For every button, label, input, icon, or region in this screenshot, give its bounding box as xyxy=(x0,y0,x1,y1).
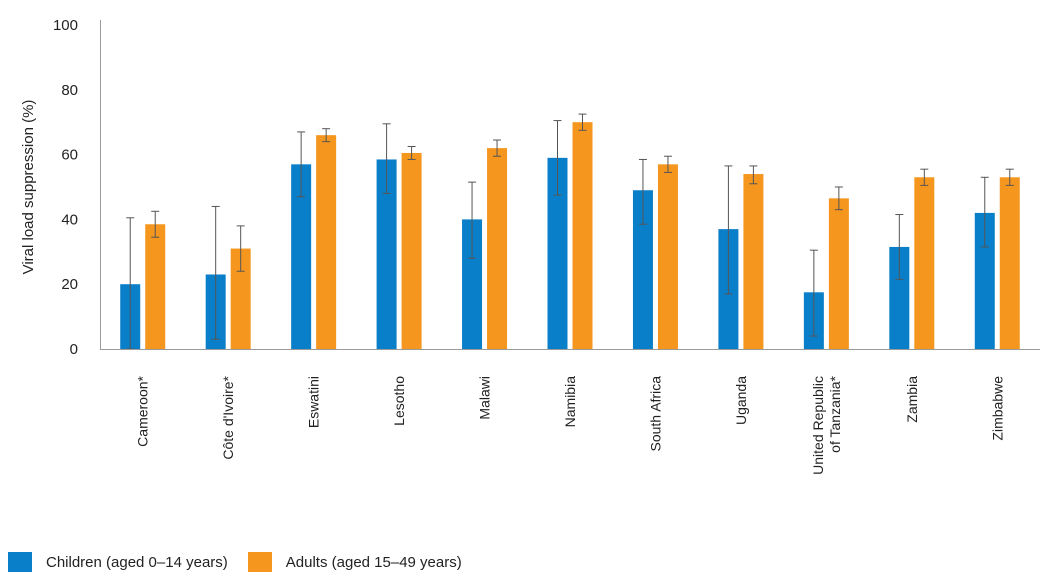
bar xyxy=(487,148,508,349)
y-axis-ticks: 0 20 40 60 80 100 xyxy=(53,17,78,358)
bar xyxy=(974,212,995,349)
bars xyxy=(120,122,1020,349)
bar xyxy=(889,246,910,349)
bar xyxy=(657,164,678,349)
category-label: Zimbabwe xyxy=(989,376,1005,441)
legend-label-adults: Adults (aged 15–49 years) xyxy=(285,553,462,571)
y-axis-title: Viral load suppression (%) xyxy=(20,100,37,275)
bar xyxy=(230,248,251,349)
category-label: United Republic xyxy=(810,376,826,475)
y-tick-label: 80 xyxy=(61,82,78,99)
category-label: Namibia xyxy=(562,376,578,428)
category-label: Lesotho xyxy=(391,376,407,426)
bar xyxy=(828,198,849,349)
bar xyxy=(914,177,935,349)
y-tick-label: 100 xyxy=(53,17,78,34)
bar xyxy=(316,135,337,349)
legend-item-children: Children (aged 0–14 years) xyxy=(8,552,228,572)
category-label: Eswatini xyxy=(306,376,322,428)
legend-item-adults: Adults (aged 15–49 years) xyxy=(247,552,462,572)
legend-swatch-children xyxy=(8,552,32,572)
y-tick-label: 60 xyxy=(61,147,78,164)
category-label: Zambia xyxy=(904,376,920,423)
y-tick-label: 40 xyxy=(61,211,78,228)
category-label: Cameroon* xyxy=(135,375,151,446)
legend-label-children: Children (aged 0–14 years) xyxy=(46,553,228,571)
legend-swatch-adults xyxy=(247,552,272,572)
x-axis-labels: Cameroon* Côte d'Ivoire* Eswatini Lesotho Ma… xyxy=(135,375,1006,474)
category-label: Uganda xyxy=(733,376,749,425)
bar xyxy=(743,174,764,349)
legend: Children (aged 0–14 years) Adults (aged … xyxy=(8,552,482,572)
bar xyxy=(547,157,568,349)
y-tick-label: 20 xyxy=(61,276,78,293)
error-bars xyxy=(126,113,1014,350)
category-label: Malawi xyxy=(477,376,493,420)
bar xyxy=(376,159,397,349)
bar xyxy=(572,122,593,349)
bar xyxy=(291,164,312,349)
bar xyxy=(462,219,483,349)
bar xyxy=(999,177,1020,349)
category-label: Côte d'Ivoire* xyxy=(220,375,236,459)
bar xyxy=(145,224,166,349)
bar xyxy=(401,152,422,349)
category-label: of Tanzania* xyxy=(827,375,843,452)
bar xyxy=(632,190,653,349)
y-tick-label: 0 xyxy=(70,341,78,358)
category-label: South Africa xyxy=(647,376,663,452)
